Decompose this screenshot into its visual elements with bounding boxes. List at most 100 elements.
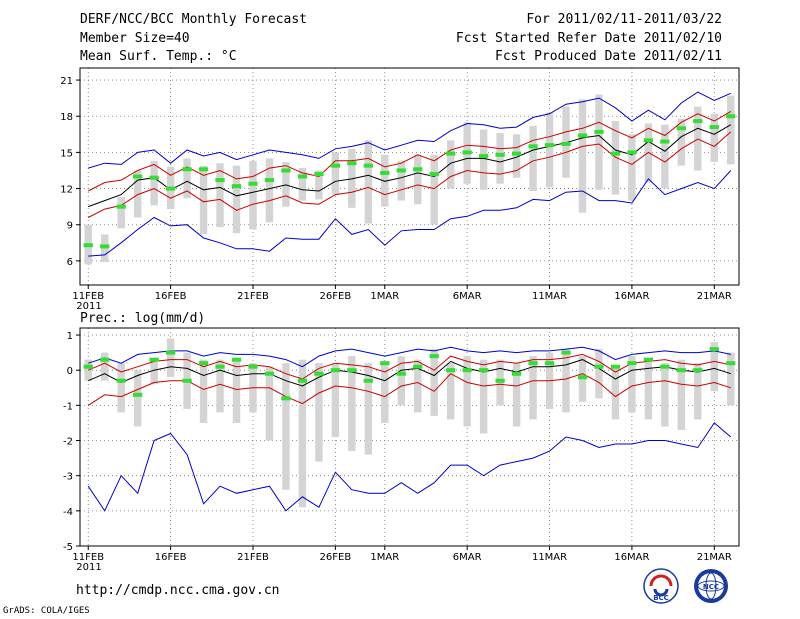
source-url[interactable]: http://cmdp.ncc.cma.gov.cn xyxy=(76,583,280,598)
temp-spread-box xyxy=(397,160,405,201)
prec-obs-mark xyxy=(594,364,604,369)
prec-series-mean xyxy=(88,359,731,387)
prec-obs-mark xyxy=(363,378,373,383)
prec-series-max xyxy=(88,346,731,368)
temp-obs-mark xyxy=(133,174,143,179)
temp-ytick-label: 15 xyxy=(60,148,73,159)
temp-obs-mark xyxy=(660,139,670,144)
temp-xtick-label: 26FEB xyxy=(320,291,352,302)
temp-ytick-label: 9 xyxy=(67,221,73,232)
prec-spread-box xyxy=(562,349,570,413)
temp-obs-mark xyxy=(413,167,423,172)
prec-ytick-label: -2 xyxy=(63,437,73,448)
prec-obs-mark xyxy=(231,357,242,362)
prec-obs-mark xyxy=(330,368,340,373)
temp-spread-box xyxy=(381,154,389,207)
temp-spread-box xyxy=(364,140,373,224)
prec-obs-mark xyxy=(726,361,736,366)
prec-ytick-label: -5 xyxy=(63,542,73,553)
temp-obs-mark xyxy=(396,168,406,173)
prec-obs-mark xyxy=(264,371,275,376)
prec-xtick-label: 26FEB xyxy=(320,552,352,563)
prec-obs-mark xyxy=(479,368,489,373)
temp-obs-mark xyxy=(165,186,176,191)
temp-spread-box xyxy=(150,160,158,206)
prec-obs-mark xyxy=(429,354,439,359)
prec-obs-mark xyxy=(511,371,522,376)
prec-obs-mark xyxy=(314,371,324,376)
temp-xtick-label: 16FEB xyxy=(155,291,187,302)
temp-xtick-year: 2011 xyxy=(76,301,101,312)
temp-spread-box xyxy=(496,133,504,184)
prec-obs-mark xyxy=(446,368,456,373)
prec-spread-box xyxy=(282,363,290,490)
temp-spread-box xyxy=(133,170,142,218)
prec-xtick-label: 21MAR xyxy=(697,552,732,563)
temp-ytick-label: 12 xyxy=(60,185,73,196)
prec-obs-mark xyxy=(528,361,538,366)
prec-spread-box xyxy=(430,349,438,416)
prec-obs-mark xyxy=(577,375,588,380)
prec-obs-mark xyxy=(413,364,423,369)
temp-obs-mark xyxy=(610,151,621,156)
temp-series-min xyxy=(88,170,732,257)
prec-xtick-year: 2011 xyxy=(76,562,101,573)
prec-obs-mark xyxy=(643,357,654,362)
temp-spread-box xyxy=(545,112,554,188)
temp-spread-box xyxy=(249,160,257,230)
temp-obs-mark xyxy=(297,174,308,179)
temp-obs-mark xyxy=(495,152,505,157)
temp-obs-mark xyxy=(577,133,588,138)
prec-obs-mark xyxy=(660,364,670,369)
prec-ytick-label: 0 xyxy=(67,366,73,377)
temp-obs-mark xyxy=(314,172,324,177)
prec-spread-box xyxy=(628,356,636,413)
prec-obs-mark xyxy=(380,361,390,366)
chart-title: DERF/NCC/BCC Monthly Forecast xyxy=(80,12,307,27)
prec-xtick-label: 11MAR xyxy=(532,552,567,563)
temp-obs-mark xyxy=(479,154,489,159)
prec-series-upper xyxy=(88,353,731,380)
prec-obs-mark xyxy=(133,392,143,397)
prec-spread-box xyxy=(677,359,686,430)
prec-spread-box xyxy=(364,363,373,455)
prec-spread-box xyxy=(727,352,735,406)
temp-xtick-label: 11MAR xyxy=(532,291,567,302)
prec-xtick-label: 11FEB xyxy=(72,552,104,563)
prec-obs-mark xyxy=(281,396,291,401)
temp-obs-mark xyxy=(264,178,275,183)
prec-frame xyxy=(79,327,740,547)
temp-spread-box xyxy=(512,134,521,178)
temp-obs-mark xyxy=(347,161,357,166)
prec-spread-box xyxy=(397,356,405,406)
member-size: Member Size=40 xyxy=(80,31,190,46)
temp-ytick-label: 21 xyxy=(60,76,73,87)
temp-spread-box xyxy=(446,140,455,189)
temp-obs-mark xyxy=(182,167,192,172)
temp-obs-mark xyxy=(709,125,719,130)
temp-obs-mark xyxy=(363,163,373,168)
temp-series-max xyxy=(88,91,731,169)
prec-ytick-label: -1 xyxy=(63,401,73,412)
grads-credit: GrADS: COLA/IGES xyxy=(3,606,90,616)
prec-obs-mark xyxy=(462,368,472,373)
prec-series-lower xyxy=(87,373,731,406)
temp-obs-mark xyxy=(215,178,225,183)
prec-spread-box xyxy=(315,363,323,462)
precip-panel-title: Prec.: log(mm/d) xyxy=(80,311,206,326)
temp-series-upper xyxy=(87,110,732,192)
prec-obs-mark xyxy=(544,361,555,366)
temp-obs-mark xyxy=(281,168,291,173)
prec-spread-box xyxy=(348,356,356,452)
prec-spread-box xyxy=(694,363,702,420)
temp-spread-box xyxy=(479,129,488,190)
prec-spread-box xyxy=(331,363,340,437)
prec-xtick-label: 16MAR xyxy=(614,552,649,563)
temp-spread-box xyxy=(430,154,438,225)
temp-spread-box xyxy=(595,94,603,190)
prec-obs-mark xyxy=(215,364,225,369)
prec-obs-mark xyxy=(248,364,258,369)
prec-ytick-label: 1 xyxy=(67,331,73,342)
temp-spread-box xyxy=(661,124,669,189)
